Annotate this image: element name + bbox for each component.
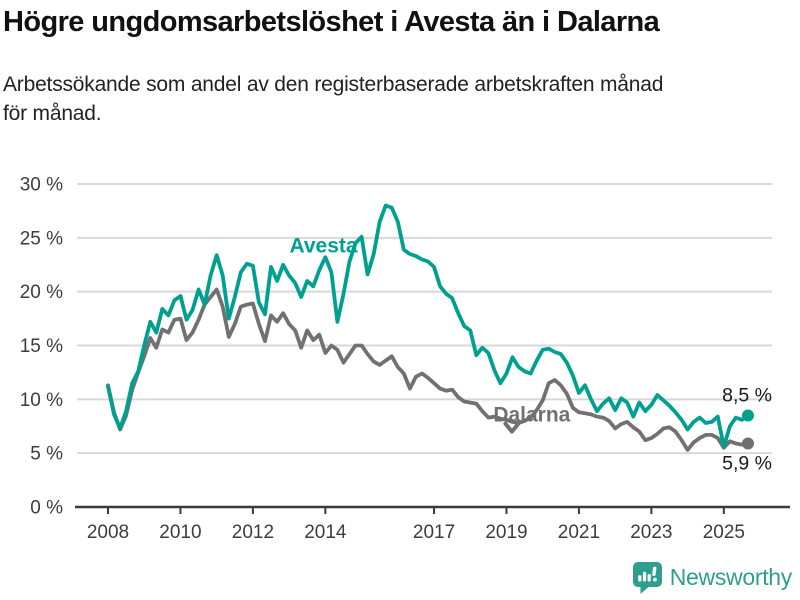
y-axis-tick-label: 25 % xyxy=(20,228,63,249)
newsworthy-logo: Newsworthy xyxy=(632,561,792,594)
series-line-dalarna xyxy=(106,287,750,452)
x-axis-tick-label: 2019 xyxy=(485,522,527,543)
x-axis-tick-label: 2017 xyxy=(413,522,455,543)
x-axis-tick-label: 2023 xyxy=(630,522,672,543)
y-axis-tick-label: 20 % xyxy=(20,282,63,303)
y-axis-tick-label: 0 % xyxy=(30,498,63,519)
newsworthy-logo-text: Newsworthy xyxy=(669,564,793,590)
y-axis-tick-label: 15 % xyxy=(20,336,63,357)
series-label-dalarna: Dalarna xyxy=(493,403,570,426)
x-axis-tick-label: 2012 xyxy=(232,522,274,543)
subtitle-line-2: för månad. xyxy=(3,102,102,125)
dalarna-label-arrow-icon xyxy=(503,421,521,434)
y-axis-tick-label: 30 % xyxy=(20,175,63,196)
y-axis-tick-label: 10 % xyxy=(20,390,63,411)
subtitle-line-1: Arbetssökande som andel av den registerb… xyxy=(3,73,664,96)
x-axis-tick-label: 2008 xyxy=(87,522,129,543)
end-value-label-dalarna: 5,9 % xyxy=(722,452,772,474)
x-axis-tick-label: 2021 xyxy=(558,522,600,543)
page-title: Högre ungdomsarbetslöshet i Avesta än i … xyxy=(3,6,660,38)
x-axis-tick-label: 2014 xyxy=(304,522,347,543)
series-line-avesta xyxy=(106,203,750,449)
end-value-label-avesta: 8,5 % xyxy=(722,384,772,406)
newsworthy-logo-icon xyxy=(632,562,662,594)
chart-subtitle: Arbetssökande som andel av den registerb… xyxy=(3,70,793,128)
series-end-dot-avesta xyxy=(741,409,754,422)
x-axis-tick-label: 2010 xyxy=(159,522,201,543)
y-axis-tick-label: 5 % xyxy=(30,444,63,465)
series-end-dot-dalarna xyxy=(741,437,754,450)
series-label-avesta: Avesta xyxy=(289,234,357,257)
x-axis-tick-label: 2025 xyxy=(703,522,745,543)
